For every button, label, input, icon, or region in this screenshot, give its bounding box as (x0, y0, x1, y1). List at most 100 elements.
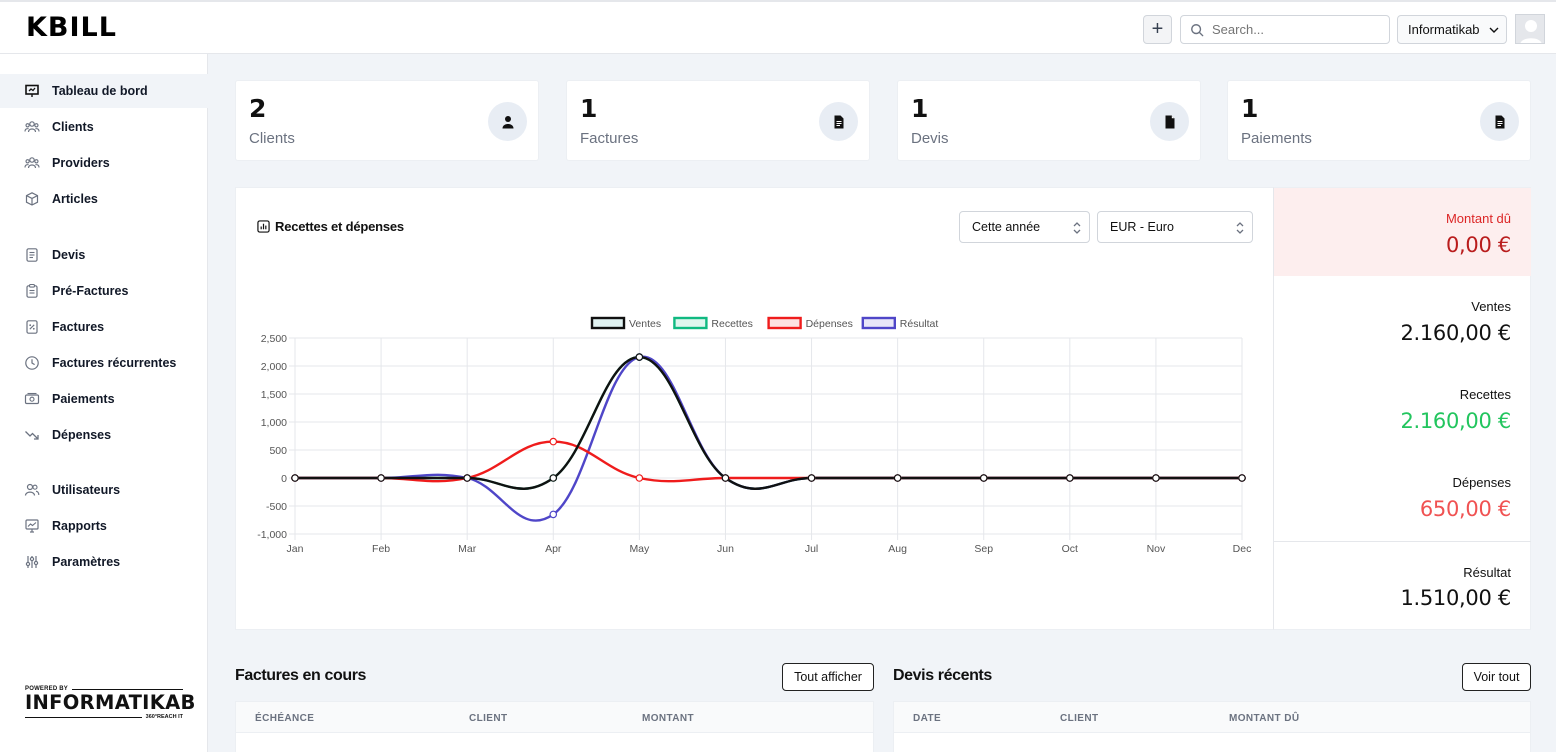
currency-select[interactable]: EUR - Euro (1097, 211, 1253, 243)
x-tick-label: Aug (888, 543, 907, 555)
data-point (1152, 474, 1160, 482)
quotes-table-header: DATE CLIENT MONTANT DÛ (893, 701, 1531, 733)
data-point (635, 474, 644, 482)
clipboard-icon (26, 283, 38, 298)
legend-label: Ventes (629, 318, 661, 330)
app-logo[interactable]: KBILL (26, 12, 117, 43)
user-group-icon (24, 483, 40, 496)
series-line-3 (295, 355, 1242, 522)
currency-value: EUR - Euro (1110, 220, 1174, 234)
stat-icon-circle (488, 102, 527, 141)
period-select[interactable]: Cette année (959, 211, 1090, 243)
brand-tagline: 360°REACH IT (25, 714, 183, 720)
stat-card-3[interactable]: 1 Paiements (1227, 80, 1531, 161)
column-header[interactable]: MONTANT (642, 713, 695, 724)
users-icon (24, 157, 40, 169)
company-dropdown[interactable]: Informatikab (1397, 15, 1507, 44)
top-header: KBILL + Informatikab (0, 0, 1556, 54)
sidebar-item-label: Utilisateurs (52, 483, 121, 497)
x-tick-label: Nov (1147, 543, 1166, 555)
y-tick-label: 1,000 (261, 417, 287, 429)
avatar[interactable] (1515, 14, 1545, 44)
series-line-1 (295, 355, 1242, 490)
result-value: 1.510,00 € (1400, 586, 1511, 610)
y-tick-label: 0 (281, 473, 287, 485)
data-point (635, 353, 644, 361)
x-tick-label: Jan (287, 543, 304, 555)
adjustments-icon (25, 556, 39, 568)
legend-swatch (767, 316, 802, 330)
sidebar-item-3[interactable]: Articles (0, 182, 208, 216)
y-tick-label: -1,000 (257, 529, 287, 541)
legend-swatch (673, 316, 708, 330)
document-icon (1495, 115, 1504, 128)
data-point (979, 474, 988, 482)
sidebar-item-9[interactable]: Dépenses (0, 418, 208, 452)
column-header[interactable]: CLIENT (469, 713, 508, 724)
income-label: Recettes (1459, 387, 1511, 402)
invoices-table-body (235, 733, 874, 752)
data-point (721, 474, 730, 482)
column-header[interactable]: ÉCHÉANCE (255, 713, 315, 724)
user-icon (502, 115, 513, 128)
cash-icon (24, 392, 40, 405)
sidebar-item-label: Tableau de bord (52, 84, 148, 98)
stat-icon-circle (819, 102, 858, 141)
amount-due-box (1274, 188, 1531, 276)
search-input[interactable] (1212, 22, 1372, 37)
view-all-quotes-button[interactable]: Voir tout (1462, 663, 1531, 691)
x-tick-label: Sep (974, 543, 993, 555)
sidebar-item-4[interactable]: Devis (0, 238, 208, 272)
sidebar-item-12[interactable]: Paramètres (0, 545, 208, 579)
sidebar-item-label: Articles (52, 192, 98, 206)
sidebar-item-11[interactable]: Rapports (0, 509, 208, 543)
data-point (893, 474, 902, 482)
sidebar-item-label: Factures (52, 320, 105, 334)
powered-by-logo: POWERED BY INFORMATIKAB 360°REACH IT (25, 686, 196, 720)
y-tick-label: 2,500 (261, 333, 287, 345)
sidebar-item-6[interactable]: Factures (0, 310, 208, 344)
column-header[interactable]: MONTANT DÛ (1229, 713, 1300, 724)
expenses-label: Dépenses (1452, 475, 1511, 490)
sidebar-item-label: Paramètres (52, 555, 121, 569)
sales-label: Ventes (1471, 299, 1511, 314)
legend-label: Dépenses (806, 318, 853, 330)
data-point (377, 474, 385, 482)
stat-label: Clients (249, 130, 295, 147)
sidebar-item-8[interactable]: Paiements (0, 382, 208, 416)
stat-card-1[interactable]: 1 Factures (566, 80, 870, 161)
stat-card-2[interactable]: 1 Devis (897, 80, 1201, 161)
stat-value: 1 (911, 94, 929, 123)
stat-value: 1 (580, 94, 598, 123)
sidebar-item-5[interactable]: Pré-Factures (0, 274, 208, 308)
brand-name: INFORMATIKAB (25, 691, 196, 714)
x-tick-label: Jul (805, 543, 818, 555)
users-icon (24, 121, 40, 133)
data-point (549, 474, 558, 482)
line-chart: -1,000 -500 0 500 1,000 1,500 2,000 2,500 Jan Feb… (257, 316, 1251, 555)
legend-label: Recettes (711, 318, 752, 330)
amount-due-value: 0,00 € (1446, 233, 1511, 257)
stat-label: Paiements (1241, 130, 1312, 147)
sales-value: 2.160,00 € (1400, 321, 1511, 345)
sidebar-item-label: Clients (52, 120, 94, 134)
x-tick-label: May (629, 543, 650, 555)
sidebar: Tableau de bord Clients Providers Articles D… (0, 54, 208, 752)
sidebar-item-label: Paiements (52, 392, 115, 406)
add-button[interactable]: + (1143, 15, 1172, 44)
column-header[interactable]: CLIENT (1060, 713, 1099, 724)
sidebar-item-1[interactable]: Clients (0, 110, 208, 144)
cube-icon (25, 192, 39, 206)
sidebar-item-7[interactable]: Factures récurrentes (0, 346, 208, 380)
trending-down-icon (25, 431, 39, 440)
stat-card-0[interactable]: 2 Clients (235, 80, 539, 161)
sidebar-item-2[interactable]: Providers (0, 146, 208, 180)
stat-label: Factures (580, 130, 639, 147)
search-box[interactable] (1180, 15, 1390, 44)
sidebar-item-10[interactable]: Utilisateurs (0, 473, 208, 507)
stat-icon-circle (1150, 102, 1189, 141)
data-point (807, 474, 816, 482)
column-header[interactable]: DATE (913, 713, 942, 724)
show-all-invoices-button[interactable]: Tout afficher (782, 663, 874, 691)
sidebar-item-0[interactable]: Tableau de bord (0, 74, 208, 108)
